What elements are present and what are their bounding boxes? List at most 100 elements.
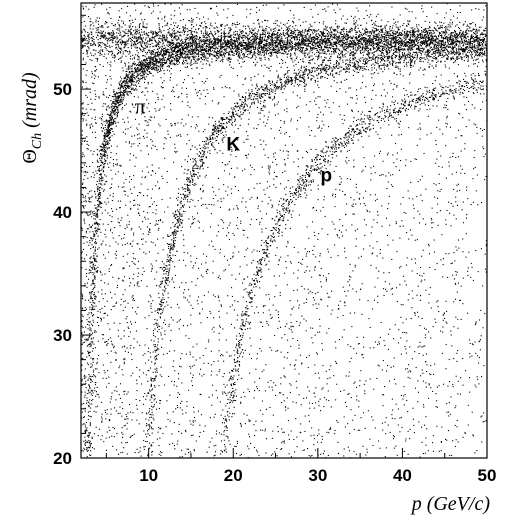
scatter-point [110,340,112,342]
scatter-point [202,40,204,42]
scatter-point [123,361,125,363]
scatter-point [212,133,214,135]
scatter-point [97,215,99,217]
scatter-point [359,45,361,47]
scatter-point [420,375,422,377]
scatter-point [259,36,261,38]
scatter-point [173,22,175,24]
scatter-point [183,33,185,35]
scatter-point [125,55,127,57]
scatter-point [236,21,238,23]
scatter-point [259,118,261,120]
scatter-point [382,257,384,259]
scatter-point [385,447,387,449]
scatter-point [301,315,303,317]
scatter-point [259,321,261,323]
scatter-point [475,250,477,252]
scatter-point [131,103,133,105]
scatter-point [319,49,321,51]
scatter-point [345,295,347,297]
scatter-point [249,372,251,374]
scatter-point [113,436,115,438]
scatter-point [241,377,243,379]
scatter-point [482,327,484,329]
scatter-point [287,255,289,257]
scatter-point [199,312,201,314]
scatter-point [148,231,150,233]
scatter-point [289,211,291,213]
scatter-point [87,193,89,195]
scatter-point [254,146,256,148]
scatter-point [440,450,442,452]
scatter-point [81,417,83,419]
scatter-point [102,180,104,182]
scatter-point [304,415,306,417]
scatter-point [170,103,172,105]
scatter-point [407,190,409,192]
scatter-point [206,451,208,453]
scatter-point [412,40,414,42]
scatter-point [440,188,442,190]
scatter-point [338,105,340,107]
scatter-point [304,88,306,90]
scatter-point [251,278,253,280]
scatter-point [401,42,403,44]
scatter-point [305,150,307,152]
scatter-point [410,229,412,231]
scatter-point [301,362,303,364]
scatter-point [481,415,483,417]
scatter-point [446,45,448,47]
scatter-point [210,143,212,145]
scatter-point [123,330,125,332]
scatter-point [218,310,220,312]
scatter-point [93,448,95,450]
scatter-point [124,358,126,360]
scatter-point [100,320,102,322]
scatter-point [91,394,93,396]
scatter-point [235,48,237,50]
scatter-point [223,170,225,172]
scatter-point [235,446,237,448]
scatter-point [143,137,145,139]
scatter-point [351,326,353,328]
scatter-point [112,159,114,161]
scatter-point [214,50,216,52]
scatter-point [261,239,263,241]
scatter-point [184,453,186,455]
scatter-point [247,138,249,140]
scatter-point [449,88,451,90]
scatter-point [95,296,97,298]
scatter-point [467,312,469,314]
scatter-point [265,52,267,54]
scatter-point [457,239,459,241]
scatter-point [369,326,371,328]
scatter-point [461,85,463,87]
scatter-point [90,416,92,418]
scatter-point [181,400,183,402]
scatter-point [146,136,148,138]
scatter-point [105,96,107,98]
scatter-point [232,232,234,234]
scatter-point [186,9,188,11]
scatter-point [290,326,292,328]
scatter-point [139,13,141,15]
scatter-point [391,417,393,419]
scatter-point [268,27,270,29]
scatter-point [296,95,298,97]
scatter-point [472,435,474,437]
scatter-point [287,339,289,341]
scatter-point [128,181,130,183]
scatter-point [224,444,226,446]
scatter-point [378,270,380,272]
scatter-point [309,72,311,74]
scatter-point [117,412,119,414]
scatter-point [320,210,322,212]
scatter-point [177,134,179,136]
scatter-point [168,375,170,377]
scatter-point [254,55,256,57]
scatter-point [171,380,173,382]
scatter-point [134,29,136,31]
scatter-point [298,324,300,326]
scatter-point [142,91,144,93]
scatter-point [140,42,142,44]
